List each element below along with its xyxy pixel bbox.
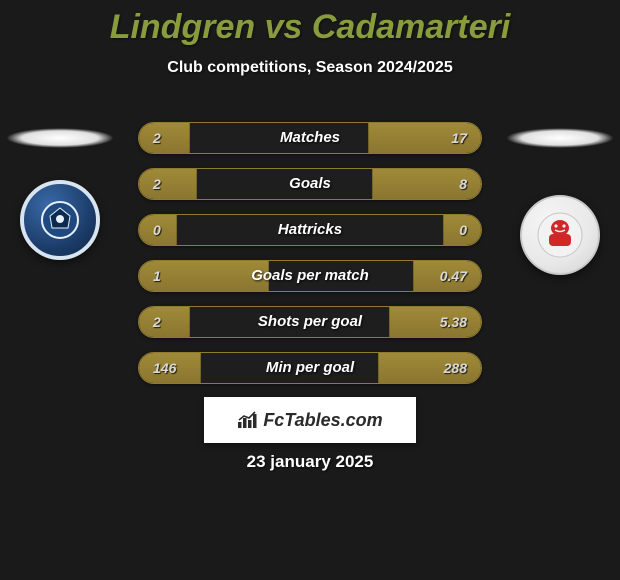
crest-left-icon	[38, 198, 82, 242]
stat-row: 25.38Shots per goal	[138, 306, 482, 338]
stat-row: 00Hattricks	[138, 214, 482, 246]
crest-right-icon	[535, 210, 585, 260]
date-text: 23 january 2025	[0, 452, 620, 472]
logo-text: FcTables.com	[263, 410, 382, 431]
fctables-logo[interactable]: FcTables.com	[204, 397, 416, 443]
shadow-left	[6, 128, 114, 148]
stat-rows: 217Matches 28Goals 00Hattricks 10.47Goals p…	[138, 122, 482, 398]
stat-label: Shots per goal	[139, 307, 481, 337]
subtitle: Club competitions, Season 2024/2025	[0, 59, 620, 77]
stat-row: 10.47Goals per match	[138, 260, 482, 292]
stat-row: 28Goals	[138, 168, 482, 200]
stat-label: Min per goal	[139, 353, 481, 383]
stat-row: 217Matches	[138, 122, 482, 154]
stat-label: Goals per match	[139, 261, 481, 291]
shadow-right	[506, 128, 614, 148]
chart-icon	[237, 410, 259, 430]
stat-row: 146288Min per goal	[138, 352, 482, 384]
page-title: Lindgren vs Cadamarteri	[0, 0, 620, 47]
stat-label: Hattricks	[139, 215, 481, 245]
stat-label: Goals	[139, 169, 481, 199]
stat-label: Matches	[139, 123, 481, 153]
team-badge-left	[20, 180, 100, 260]
team-badge-right	[520, 195, 600, 275]
